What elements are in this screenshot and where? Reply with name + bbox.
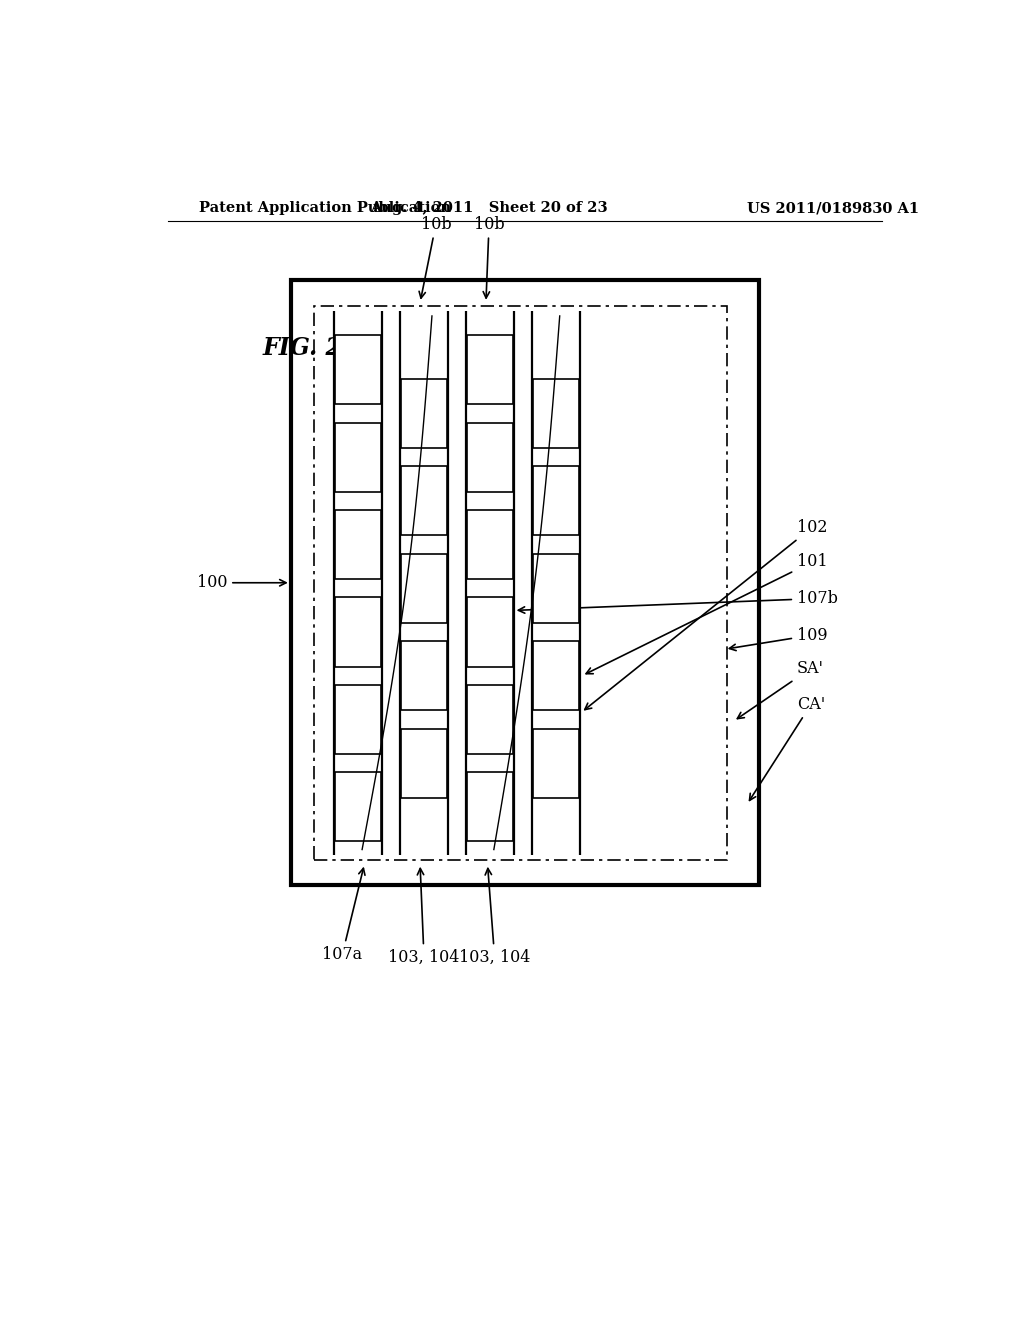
Bar <box>335 598 381 667</box>
Bar <box>467 685 513 754</box>
Text: 10b: 10b <box>419 215 452 298</box>
Bar <box>467 598 513 667</box>
FancyBboxPatch shape <box>291 280 759 886</box>
Bar <box>314 306 727 859</box>
Bar <box>335 685 381 754</box>
Text: 109: 109 <box>729 627 827 651</box>
Text: Patent Application Publication: Patent Application Publication <box>200 201 452 215</box>
Bar <box>467 772 513 841</box>
Bar <box>335 510 381 579</box>
Bar <box>532 466 579 536</box>
Text: 103, 104: 103, 104 <box>459 869 530 966</box>
Text: 107b: 107b <box>518 590 838 614</box>
Bar <box>401 729 447 797</box>
Text: 10b: 10b <box>474 215 505 298</box>
Bar <box>467 510 513 579</box>
Bar <box>335 422 381 492</box>
Bar <box>401 466 447 536</box>
Text: US 2011/0189830 A1: US 2011/0189830 A1 <box>748 201 920 215</box>
Bar <box>467 335 513 404</box>
Bar <box>532 554 579 623</box>
Text: 100: 100 <box>197 574 286 591</box>
Bar <box>532 379 579 447</box>
Text: 102: 102 <box>585 519 827 710</box>
Text: SA': SA' <box>737 660 824 718</box>
Text: FIG. 20: FIG. 20 <box>263 337 359 360</box>
Text: CA': CA' <box>750 696 825 800</box>
Bar <box>401 642 447 710</box>
Bar <box>532 642 579 710</box>
Bar <box>401 379 447 447</box>
Text: 103, 104: 103, 104 <box>388 869 460 966</box>
Bar <box>335 335 381 404</box>
Text: 107a: 107a <box>323 869 365 964</box>
Text: Aug. 4, 2011   Sheet 20 of 23: Aug. 4, 2011 Sheet 20 of 23 <box>371 201 608 215</box>
Bar <box>532 729 579 797</box>
Bar <box>401 554 447 623</box>
Bar <box>467 422 513 492</box>
Text: 101: 101 <box>586 553 827 673</box>
Bar <box>335 772 381 841</box>
